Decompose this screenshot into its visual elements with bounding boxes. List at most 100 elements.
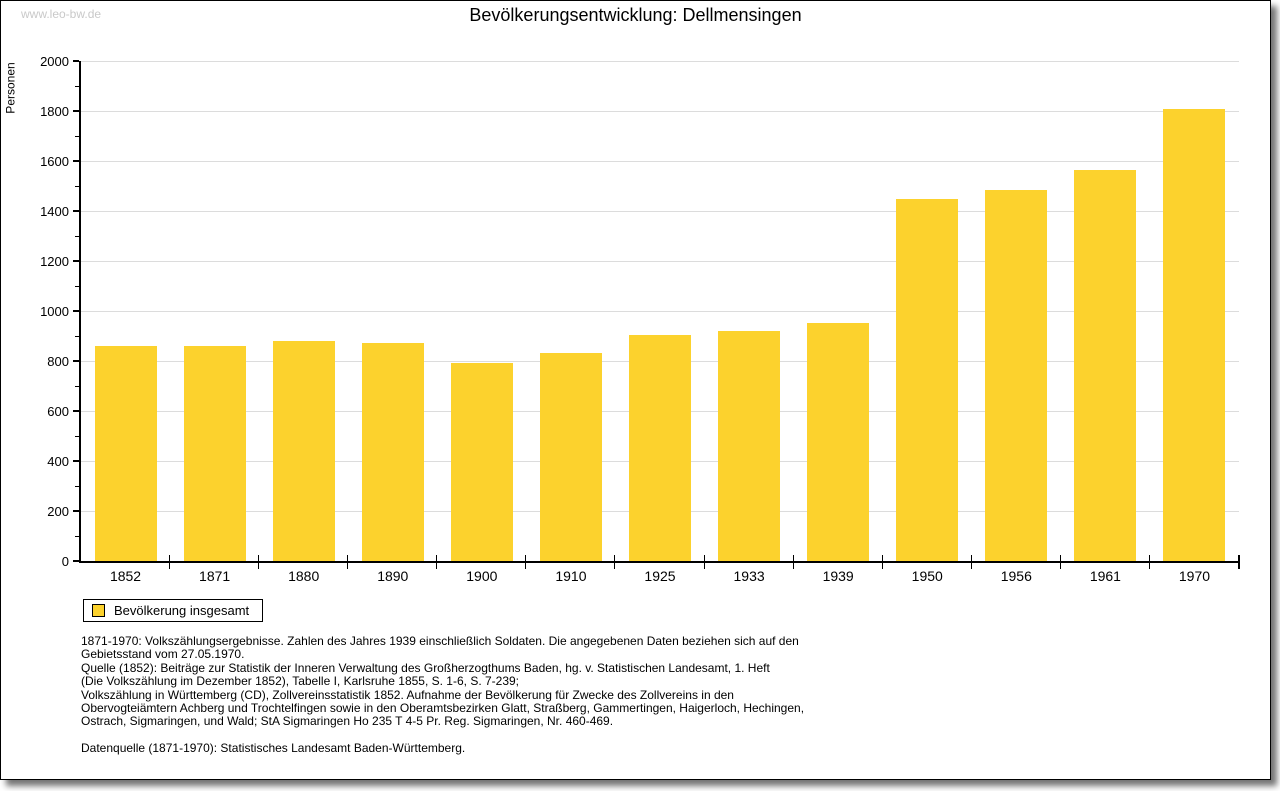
y-tick: [73, 510, 79, 512]
x-tick: [614, 555, 616, 569]
y-tick-label: 1200: [40, 254, 69, 269]
y-minor-tick: [75, 286, 79, 287]
note-line: Quelle (1852): Beiträge zur Statistik de…: [81, 660, 770, 675]
y-tick-label: 2000: [40, 54, 69, 69]
y-tick: [73, 210, 79, 212]
legend-label: Bevölkerung insgesamt: [114, 603, 250, 618]
legend-swatch-icon: [92, 604, 105, 617]
y-tick-label: 1400: [40, 204, 69, 219]
x-tick-label: 1933: [733, 568, 765, 584]
gridline: [81, 61, 1239, 62]
x-tick-label: 1880: [288, 568, 320, 584]
y-minor-tick: [75, 386, 79, 387]
bar-1950: [896, 198, 959, 561]
bar-cell: [526, 61, 615, 561]
x-tick: [970, 555, 972, 569]
bar-1880: [272, 340, 335, 561]
gridline: [81, 111, 1239, 112]
bar-1852: [94, 346, 157, 561]
gridline: [81, 261, 1239, 262]
bar-1956: [985, 190, 1048, 561]
bar-cell: [883, 61, 972, 561]
gridline: [81, 161, 1239, 162]
gridline: [81, 211, 1239, 212]
x-tick-label: 1900: [466, 568, 498, 584]
x-tick-label: 1925: [644, 568, 676, 584]
x-tick: [169, 555, 171, 569]
x-axis-labels: 1852 1871 1880 1890 1900 1910 1925 1933 1939 1950…: [81, 568, 1239, 584]
bar-cell: [81, 61, 170, 561]
bar-1939: [807, 322, 870, 561]
bar-cell: [259, 61, 348, 561]
y-tick-label: 0: [61, 554, 69, 569]
y-tick: [73, 360, 79, 362]
bar-cell: [705, 61, 794, 561]
y-minor-tick: [75, 536, 79, 537]
x-tick: [703, 555, 705, 569]
x-tick: [258, 555, 260, 569]
y-tick-label: 1800: [40, 104, 69, 119]
note-line: Obervogteiämtern Achberg und Trochtelfin…: [81, 701, 805, 716]
bar-cell: [170, 61, 259, 561]
note-line: (Die Volkszählung im Dezember 1852), Tab…: [81, 674, 520, 689]
y-tick: [73, 110, 79, 112]
footnotes: 1871-1970: Volkszählungsergebnisse. Zahl…: [81, 634, 805, 729]
bar-1933: [718, 330, 781, 561]
y-minor-tick: [75, 86, 79, 87]
x-tick: [1238, 555, 1240, 569]
y-tick: [73, 160, 79, 162]
x-tick-label: 1871: [199, 568, 231, 584]
y-tick: [73, 260, 79, 262]
y-minor-tick: [75, 236, 79, 237]
x-tick-label: 1950: [911, 568, 943, 584]
y-tick-label: 1000: [40, 304, 69, 319]
x-tick: [525, 555, 527, 569]
x-tick: [792, 555, 794, 569]
y-tick-label: 800: [47, 354, 69, 369]
x-axis-line: [79, 561, 1239, 563]
bar-1871: [183, 346, 246, 561]
y-tick: [73, 310, 79, 312]
y-tick-label: 600: [47, 404, 69, 419]
bar-1890: [361, 342, 424, 561]
x-tick-label: 1956: [1000, 568, 1032, 584]
legend: Bevölkerung insgesamt: [83, 599, 264, 622]
bar-1970: [1163, 109, 1226, 561]
x-tick-label: 1852: [109, 568, 142, 584]
y-axis-line: [79, 61, 81, 563]
bar-cell: [1150, 61, 1239, 561]
y-minor-tick: [75, 186, 79, 187]
x-tick: [1148, 555, 1150, 569]
bar-cell: [615, 61, 704, 561]
note-line: 1871-1970: Volkszählungsergebnisse. Zahl…: [81, 634, 799, 648]
bar-1925: [629, 335, 691, 561]
x-tick-label: 1970: [1178, 568, 1211, 584]
x-tick: [436, 555, 438, 569]
y-minor-tick: [75, 136, 79, 137]
chart-card: www.leo-bw.de Bevölkerungsentwicklung: D…: [0, 0, 1271, 780]
x-tick-label: 1961: [1089, 568, 1121, 584]
bar-cell: [794, 61, 883, 561]
y-axis-title: Personen: [3, 62, 18, 114]
y-tick: [73, 460, 79, 462]
x-tick-label: 1910: [555, 568, 587, 584]
y-tick: [73, 60, 79, 62]
bar-cell: [1061, 61, 1150, 561]
bar-1900: [450, 362, 513, 561]
bars: [81, 61, 1239, 561]
bar-1910: [539, 353, 602, 561]
datasource-note: Datenquelle (1871-1970): Statistisches L…: [81, 741, 466, 755]
x-tick: [881, 555, 883, 569]
x-tick-label: 1890: [377, 568, 409, 584]
y-tick-label: 400: [47, 454, 69, 469]
y-tick-label: 1600: [40, 154, 69, 169]
watermark: www.leo-bw.de: [21, 7, 102, 21]
note-line: Gebietsstand vom 27.05.1970.: [81, 647, 245, 662]
y-tick: [73, 410, 79, 412]
note-line: Ostrach, Sigmaringen, und Wald; StA Sigm…: [81, 714, 614, 729]
gridline: [81, 311, 1239, 312]
x-tick: [1059, 555, 1061, 569]
chart-title: Bevölkerungsentwicklung: Dellmensingen: [469, 5, 802, 25]
note-line: Volkszählung in Württemberg (CD), Zollve…: [81, 687, 734, 702]
x-tick: [347, 555, 349, 569]
